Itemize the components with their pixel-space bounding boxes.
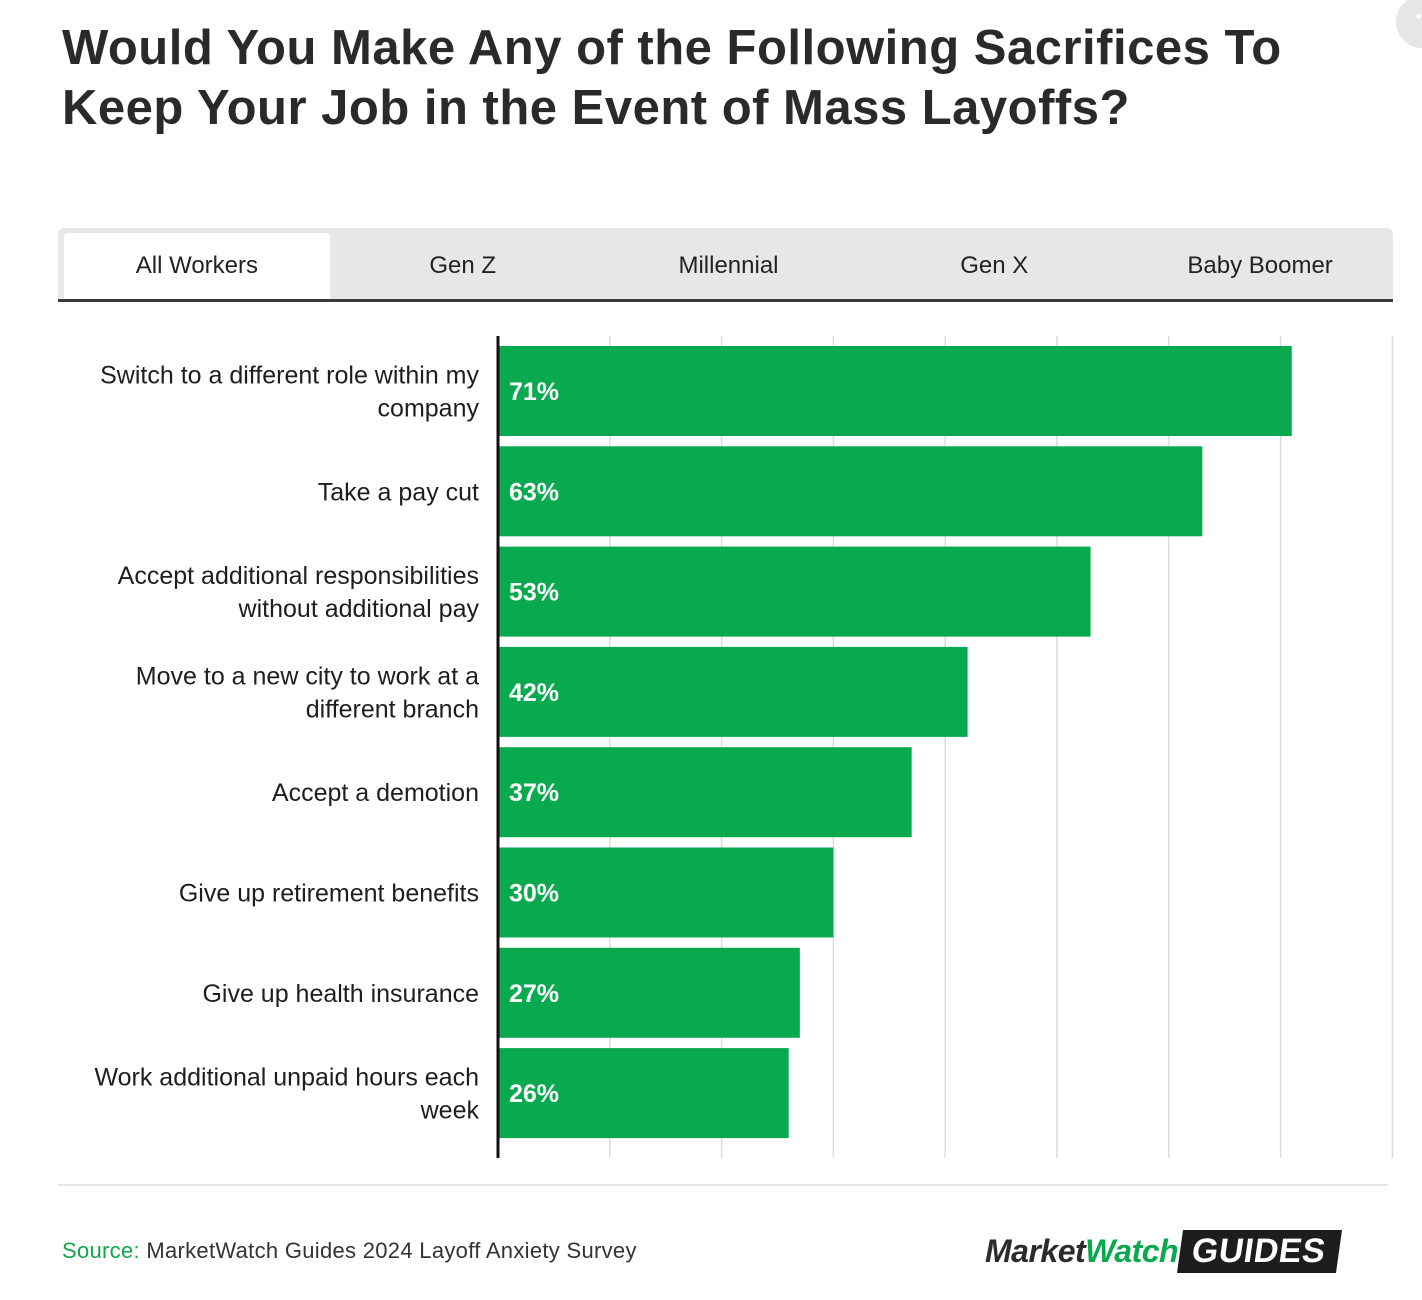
logo-market: Market	[985, 1232, 1086, 1269]
marketwatch-guides-logo: MarketWatch GUIDES	[985, 1224, 1343, 1278]
category-label-1-line-1: Switch to a different role within my	[100, 362, 479, 390]
more-options-button[interactable]	[1396, 0, 1422, 48]
category-label-5: Accept a demotion	[272, 779, 479, 807]
category-label-4: Move to a new city to work at a different…	[136, 662, 479, 723]
footer-divider	[58, 1184, 1388, 1186]
bar-2	[498, 446, 1203, 537]
bar-3	[498, 546, 1091, 637]
bar-1	[498, 346, 1292, 436]
tab-gen-z[interactable]: Gen Z	[429, 251, 497, 279]
chart-title: Would You Make Any of the Following Sacr…	[62, 18, 1362, 138]
value-label-8: 26%	[509, 1080, 559, 1108]
logo-watch: Watch	[1085, 1232, 1179, 1269]
tab-baby-boomer[interactable]: Baby Boomer	[1187, 251, 1333, 279]
category-label-8: Work additional unpaid hours each week	[94, 1064, 479, 1125]
category-label-4-line-1: Move to a new city to work at a	[136, 662, 479, 690]
category-label-5-line-1: Accept a demotion	[272, 779, 479, 807]
category-label-3-line-1: Accept additional responsibilities	[118, 562, 479, 590]
chart-title-line-1: Would You Make Any of the Following Sacr…	[62, 21, 1282, 75]
value-label-1: 71%	[509, 378, 559, 406]
category-label-1: Switch to a different role within my comp…	[100, 362, 479, 423]
logo-wordmark: MarketWatch	[985, 1232, 1179, 1270]
tab-all-workers[interactable]: All Workers	[64, 233, 330, 299]
bar-4	[498, 646, 968, 737]
category-label-4-line-2: different branch	[306, 695, 479, 723]
source-text: MarketWatch Guides 2024 Layoff Anxiety S…	[146, 1238, 637, 1263]
category-label-3-line-2: without additional pay	[238, 595, 480, 623]
chart-title-line-2: Keep Your Job in the Event of Mass Layof…	[62, 81, 1130, 135]
category-label-8-line-1: Work additional unpaid hours each	[94, 1064, 479, 1092]
tab-gen-x[interactable]: Gen X	[960, 251, 1029, 279]
category-label-6-line-1: Give up retirement benefits	[179, 880, 479, 908]
value-label-3: 53%	[509, 579, 559, 607]
bar-5	[498, 747, 912, 838]
value-label-6: 30%	[509, 880, 559, 908]
value-label-2: 63%	[509, 478, 559, 506]
generation-tab-bar: All Workers Gen Z Millennial Gen X Baby …	[58, 228, 1393, 302]
category-label-6: Give up retirement benefits	[179, 880, 479, 908]
bar-6	[498, 847, 834, 938]
category-label-7-line-1: Give up health insurance	[202, 980, 479, 1008]
value-label-7: 27%	[509, 980, 559, 1008]
value-label-5: 37%	[509, 779, 559, 807]
category-label-3: Accept additional responsibilities withou…	[118, 562, 480, 623]
value-label-4: 42%	[509, 679, 559, 707]
category-label-2: Take a pay cut	[318, 478, 479, 506]
category-label-7: Give up health insurance	[202, 980, 479, 1008]
bar-8	[498, 1048, 789, 1139]
logo-guides-badge: GUIDES	[1177, 1229, 1343, 1273]
category-label-1-line-2: company	[378, 395, 480, 423]
source-note: Source: MarketWatch Guides 2024 Layoff A…	[62, 1238, 637, 1264]
bar-7	[498, 947, 800, 1038]
source-label: Source:	[62, 1238, 140, 1263]
category-label-2-line-1: Take a pay cut	[318, 478, 479, 506]
tab-millennial[interactable]: Millennial	[678, 251, 779, 279]
category-label-8-line-2: week	[420, 1097, 480, 1125]
